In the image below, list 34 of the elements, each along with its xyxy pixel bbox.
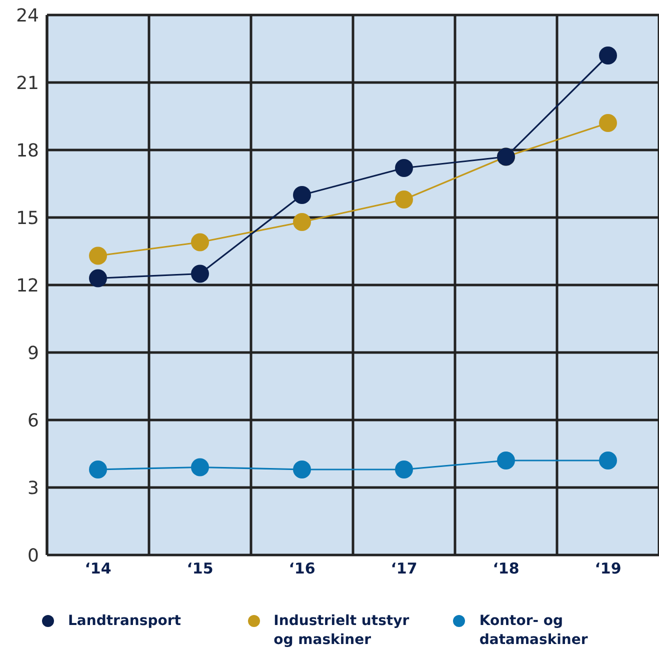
x-tick-label: ‘16 [288, 560, 316, 578]
point [89, 269, 107, 288]
point [395, 190, 413, 208]
y-tick-label: 12 [16, 275, 39, 296]
x-tick-label: ‘14 [84, 560, 112, 578]
point [89, 246, 107, 265]
point [497, 452, 515, 470]
y-tick-label: 6 [28, 410, 39, 432]
y-tick-label: 18 [16, 140, 39, 162]
point [395, 460, 413, 478]
point [395, 159, 413, 177]
x-tick-label: ‘17 [390, 560, 418, 578]
y-tick-label: 15 [16, 208, 39, 229]
y-tick-label: 3 [28, 478, 39, 499]
legend-label: Industrielt utstyr og maskiner [274, 612, 410, 650]
y-tick-label: 24 [16, 5, 39, 26]
x-tick-label: ‘19 [594, 560, 622, 578]
point [191, 458, 209, 476]
point [599, 452, 617, 470]
y-tick-label: 21 [16, 72, 39, 94]
point [599, 46, 617, 64]
legend-label: Landtransport [68, 612, 181, 631]
point [293, 186, 311, 204]
x-tick-label: ‘15 [186, 560, 214, 578]
point [191, 233, 209, 252]
point [89, 460, 107, 478]
point [599, 114, 617, 132]
point [293, 213, 311, 231]
point [191, 264, 209, 283]
point [293, 460, 311, 478]
y-tick-label: 0 [28, 545, 39, 566]
x-tick-label: ‘18 [492, 560, 520, 578]
y-tick-label: 9 [28, 342, 39, 364]
legend-label: Kontor- og datamaskiner [479, 612, 589, 650]
